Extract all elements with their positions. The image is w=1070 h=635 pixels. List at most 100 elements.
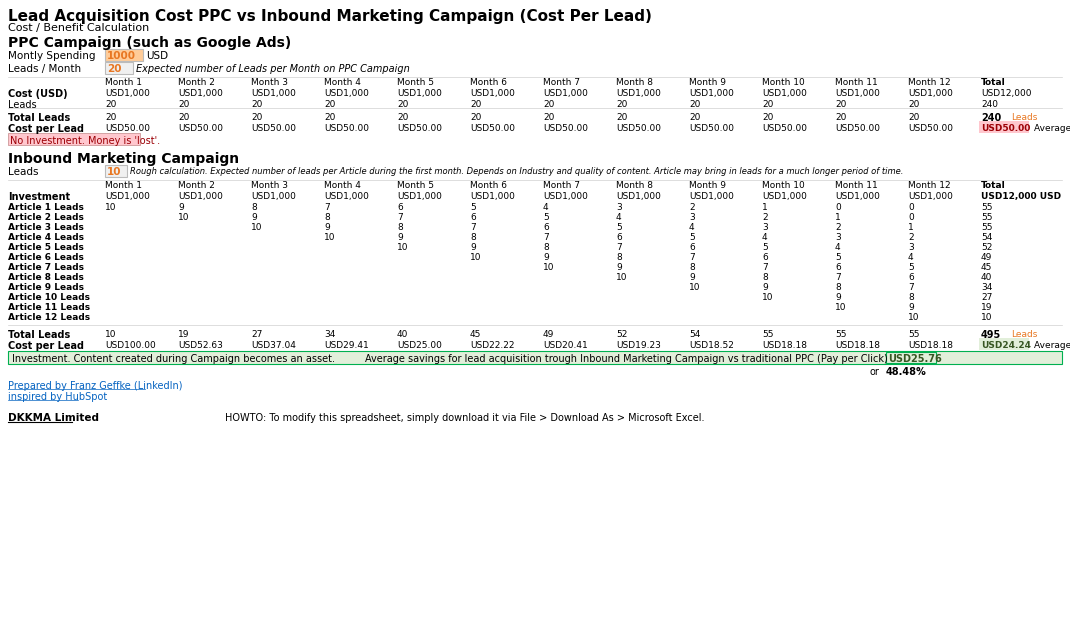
Text: 6: 6 (689, 243, 694, 252)
Text: 20: 20 (762, 100, 774, 109)
Bar (105, 49, 143, 61)
Text: 20: 20 (324, 100, 335, 109)
Text: 20: 20 (251, 113, 262, 122)
Bar (7, 133, 140, 145)
Text: 9: 9 (397, 233, 402, 242)
Text: 19: 19 (981, 303, 993, 312)
Text: 55: 55 (762, 330, 774, 339)
Text: 20: 20 (835, 100, 846, 109)
Text: Average savings for lead acquisition trough Inbound Marketing Campaign vs tradit: Average savings for lead acquisition tro… (365, 354, 888, 364)
Text: Month 1: Month 1 (105, 78, 142, 87)
Text: USD1,000: USD1,000 (616, 89, 661, 98)
Text: Month 7: Month 7 (542, 181, 580, 190)
Text: 2: 2 (835, 223, 841, 232)
Text: 20: 20 (324, 113, 335, 122)
Text: 40: 40 (981, 273, 992, 282)
Text: 55: 55 (981, 203, 993, 212)
Bar (979, 338, 1029, 350)
Text: 9: 9 (616, 263, 622, 272)
Text: 7: 7 (397, 213, 402, 222)
Text: USD1,000: USD1,000 (835, 192, 880, 201)
Text: 8: 8 (835, 283, 841, 292)
Text: USD1,000: USD1,000 (616, 192, 661, 201)
Text: 6: 6 (470, 213, 476, 222)
Text: 8: 8 (397, 223, 402, 232)
Text: USD18.18: USD18.18 (835, 341, 880, 350)
Text: DKKMA Limited: DKKMA Limited (7, 413, 100, 423)
Text: 1000: 1000 (107, 51, 136, 61)
Text: USD1,000: USD1,000 (908, 192, 953, 201)
Text: USD1,000: USD1,000 (762, 192, 807, 201)
Text: USD1,000: USD1,000 (397, 89, 442, 98)
Text: USD19.23: USD19.23 (616, 341, 661, 350)
Text: USD1,000: USD1,000 (689, 89, 734, 98)
Text: 20: 20 (542, 113, 554, 122)
Text: Investment. Content created during Campaign becomes an asset.: Investment. Content created during Campa… (12, 354, 335, 364)
Text: USD1,000: USD1,000 (542, 89, 587, 98)
Text: USD1,000: USD1,000 (397, 192, 442, 201)
Text: 4: 4 (542, 203, 549, 212)
Text: 4: 4 (689, 223, 694, 232)
Text: Article 3 Leads: Article 3 Leads (7, 223, 83, 232)
Text: USD50.00: USD50.00 (470, 124, 515, 133)
Text: Cost per Lead: Cost per Lead (7, 341, 85, 351)
Text: 10: 10 (107, 167, 122, 177)
Text: 8: 8 (689, 263, 694, 272)
Text: USD50.00: USD50.00 (981, 124, 1030, 133)
Text: 3: 3 (616, 203, 622, 212)
Text: Month 5: Month 5 (397, 181, 434, 190)
Text: Month 6: Month 6 (470, 181, 507, 190)
Text: 48.48%: 48.48% (886, 367, 927, 377)
Text: 495: 495 (981, 330, 1002, 340)
Text: USD1,000: USD1,000 (689, 192, 734, 201)
Text: 20: 20 (178, 113, 189, 122)
Text: USD25.00: USD25.00 (397, 341, 442, 350)
Text: 34: 34 (324, 330, 335, 339)
Text: 4: 4 (908, 253, 914, 262)
Text: Article 11 Leads: Article 11 Leads (7, 303, 90, 312)
Text: 8: 8 (251, 203, 257, 212)
Text: 9: 9 (542, 253, 549, 262)
Text: 34: 34 (981, 283, 992, 292)
Text: USD52.63: USD52.63 (178, 341, 223, 350)
Bar (105, 62, 133, 74)
Text: 10: 10 (105, 203, 117, 212)
Text: 20: 20 (107, 64, 122, 74)
Text: 7: 7 (616, 243, 622, 252)
Text: 8: 8 (908, 293, 914, 302)
Text: 8: 8 (324, 213, 330, 222)
Text: 55: 55 (981, 213, 993, 222)
Text: 20: 20 (835, 113, 846, 122)
Text: 240: 240 (981, 100, 998, 109)
Text: 8: 8 (542, 243, 549, 252)
Text: USD18.52: USD18.52 (689, 341, 734, 350)
Text: 7: 7 (470, 223, 476, 232)
Text: 5: 5 (470, 203, 476, 212)
Text: Month 3: Month 3 (251, 181, 288, 190)
Text: 0: 0 (908, 213, 914, 222)
Text: 55: 55 (981, 223, 993, 232)
Text: Cost / Benefit Calculation: Cost / Benefit Calculation (7, 23, 149, 33)
Text: Month 10: Month 10 (762, 181, 805, 190)
Text: 54: 54 (689, 330, 701, 339)
Text: 45: 45 (470, 330, 482, 339)
Text: USD1,000: USD1,000 (762, 89, 807, 98)
Text: 52: 52 (981, 243, 992, 252)
Text: USD1,000: USD1,000 (251, 89, 296, 98)
Text: 2: 2 (689, 203, 694, 212)
Text: 10: 10 (981, 313, 993, 322)
Text: Month 4: Month 4 (324, 181, 361, 190)
Text: 49: 49 (542, 330, 554, 339)
Text: USD50.00: USD50.00 (835, 124, 880, 133)
Text: USD18.18: USD18.18 (908, 341, 953, 350)
Text: USD1,000: USD1,000 (470, 192, 515, 201)
Text: 10: 10 (908, 313, 919, 322)
Text: 10: 10 (251, 223, 262, 232)
Text: USD25.76: USD25.76 (888, 354, 942, 364)
Text: USD12,000: USD12,000 (981, 89, 1031, 98)
Text: 1: 1 (908, 223, 914, 232)
Text: 3: 3 (908, 243, 914, 252)
Text: 10: 10 (689, 283, 701, 292)
Text: 27: 27 (981, 293, 992, 302)
Text: Cost per Lead: Cost per Lead (7, 124, 85, 134)
